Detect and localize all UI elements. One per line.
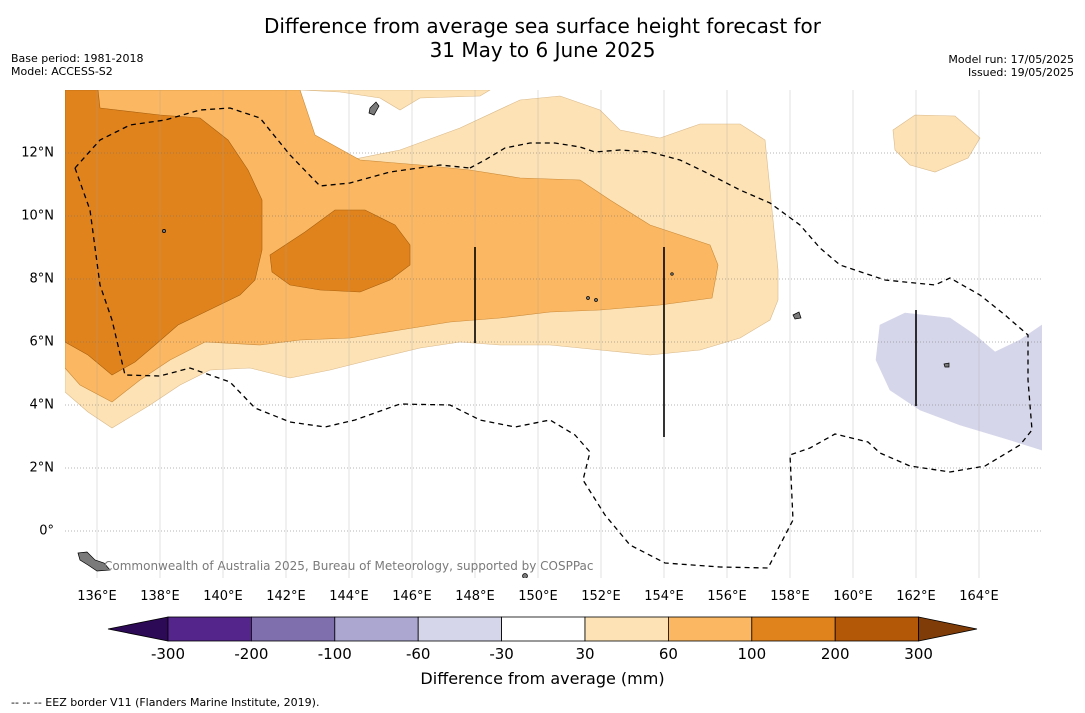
island-dot-4	[670, 272, 674, 276]
x-tick-label: 154°E	[644, 589, 684, 604]
model-run-info: Model run: 17/05/2025 Issued: 19/05/2025	[948, 53, 1074, 79]
island-pohnpei	[792, 311, 802, 320]
model-run-text: Model run: 17/05/2025	[948, 53, 1074, 66]
latitude-gridlines	[65, 152, 1042, 532]
x-tick-label: 140°E	[203, 589, 243, 604]
title-line-1: Difference from average sea surface heig…	[263, 14, 822, 38]
x-tick-label: 156°E	[707, 589, 747, 604]
x-tick-label: 136°E	[77, 589, 117, 604]
y-tick-label: 4°N	[29, 397, 55, 413]
base-period-text: Base period: 1981-2018	[11, 52, 144, 65]
eez-border-west	[74, 142, 1033, 569]
x-tick-label: 144°E	[329, 589, 369, 604]
copyright-notice: Commonwealth of Australia 2025, Bureau o…	[104, 559, 594, 573]
anomaly-region-neg30-neg60	[875, 312, 1042, 451]
colorbar-tick-label: 100	[737, 645, 767, 663]
y-tick-label: 12°N	[21, 145, 54, 161]
colorbar-segment	[501, 616, 586, 642]
x-tick-label: 146°E	[392, 589, 432, 604]
colorbar-segment	[334, 616, 419, 642]
islands	[77, 101, 950, 578]
island-dot-3	[594, 298, 598, 302]
x-tick-label: 160°E	[833, 589, 873, 604]
island-kosrae	[943, 362, 950, 368]
colorbar-min-arrow	[107, 616, 169, 642]
x-tick-label: 162°E	[896, 589, 936, 604]
x-tick-label: 148°E	[455, 589, 495, 604]
colorbar-tick-label: 30	[575, 645, 595, 663]
colorbar-segment	[751, 616, 836, 642]
colorbar-segment	[417, 616, 503, 642]
x-tick-label: 164°E	[959, 589, 999, 604]
colorbar-tick-label: -200	[234, 645, 269, 663]
x-tick-label: 152°E	[581, 589, 621, 604]
colorbar-tick-label: -300	[150, 645, 186, 663]
island-new-guinea-tip	[77, 551, 111, 572]
title-line-2: 31 May to 6 June 2025	[429, 38, 656, 62]
map-scale-markers	[474, 247, 917, 437]
colorbar-tick-label: 60	[658, 645, 678, 663]
colorbar-tick-label: 200	[820, 645, 850, 663]
y-tick-label: 8°N	[29, 271, 55, 287]
x-tick-label: 138°E	[140, 589, 180, 604]
colorbar-tick-label: -30	[489, 645, 514, 663]
colorbar-segment	[834, 616, 920, 642]
colorbar	[107, 616, 978, 642]
colorbar-title: Difference from average (mm)	[420, 669, 665, 688]
y-tick-label: 6°N	[29, 334, 55, 350]
eez-footnote: -- -- -- EEZ border V11 (Flanders Marine…	[11, 696, 320, 709]
anomaly-region-30-60-east	[892, 114, 981, 173]
colorbar-segment	[584, 616, 669, 642]
base-period-info: Base period: 1981-2018 Model: ACCESS-S2	[11, 52, 143, 78]
y-tick-label: 10°N	[21, 208, 54, 224]
y-tick-label: 2°N	[29, 460, 55, 476]
colorbar-segment	[167, 616, 252, 642]
colorbar-tick-label: -60	[405, 645, 431, 663]
x-tick-label: 142°E	[266, 589, 306, 604]
x-tick-label: 158°E	[770, 589, 810, 604]
island-dot-2	[586, 296, 590, 300]
map-plot-area	[65, 90, 1042, 578]
anomaly-region-100-200-central	[269, 209, 411, 293]
colorbar-segment	[668, 616, 753, 642]
colorbar-segment	[250, 616, 336, 642]
colorbar-tick-label: 300	[904, 645, 933, 663]
colorbar-tick-label: -100	[317, 645, 352, 663]
model-text: Model: ACCESS-S2	[11, 65, 113, 78]
y-tick-label: 0°	[39, 523, 54, 539]
colorbar-max-arrow	[918, 616, 978, 642]
island-dot-5	[522, 573, 528, 578]
map-title: Difference from average sea surface heig…	[0, 14, 1085, 62]
island-dot-1	[162, 229, 166, 233]
issued-text: Issued: 19/05/2025	[967, 66, 1074, 79]
x-tick-label: 150°E	[518, 589, 558, 604]
island-palau-north	[368, 101, 380, 116]
